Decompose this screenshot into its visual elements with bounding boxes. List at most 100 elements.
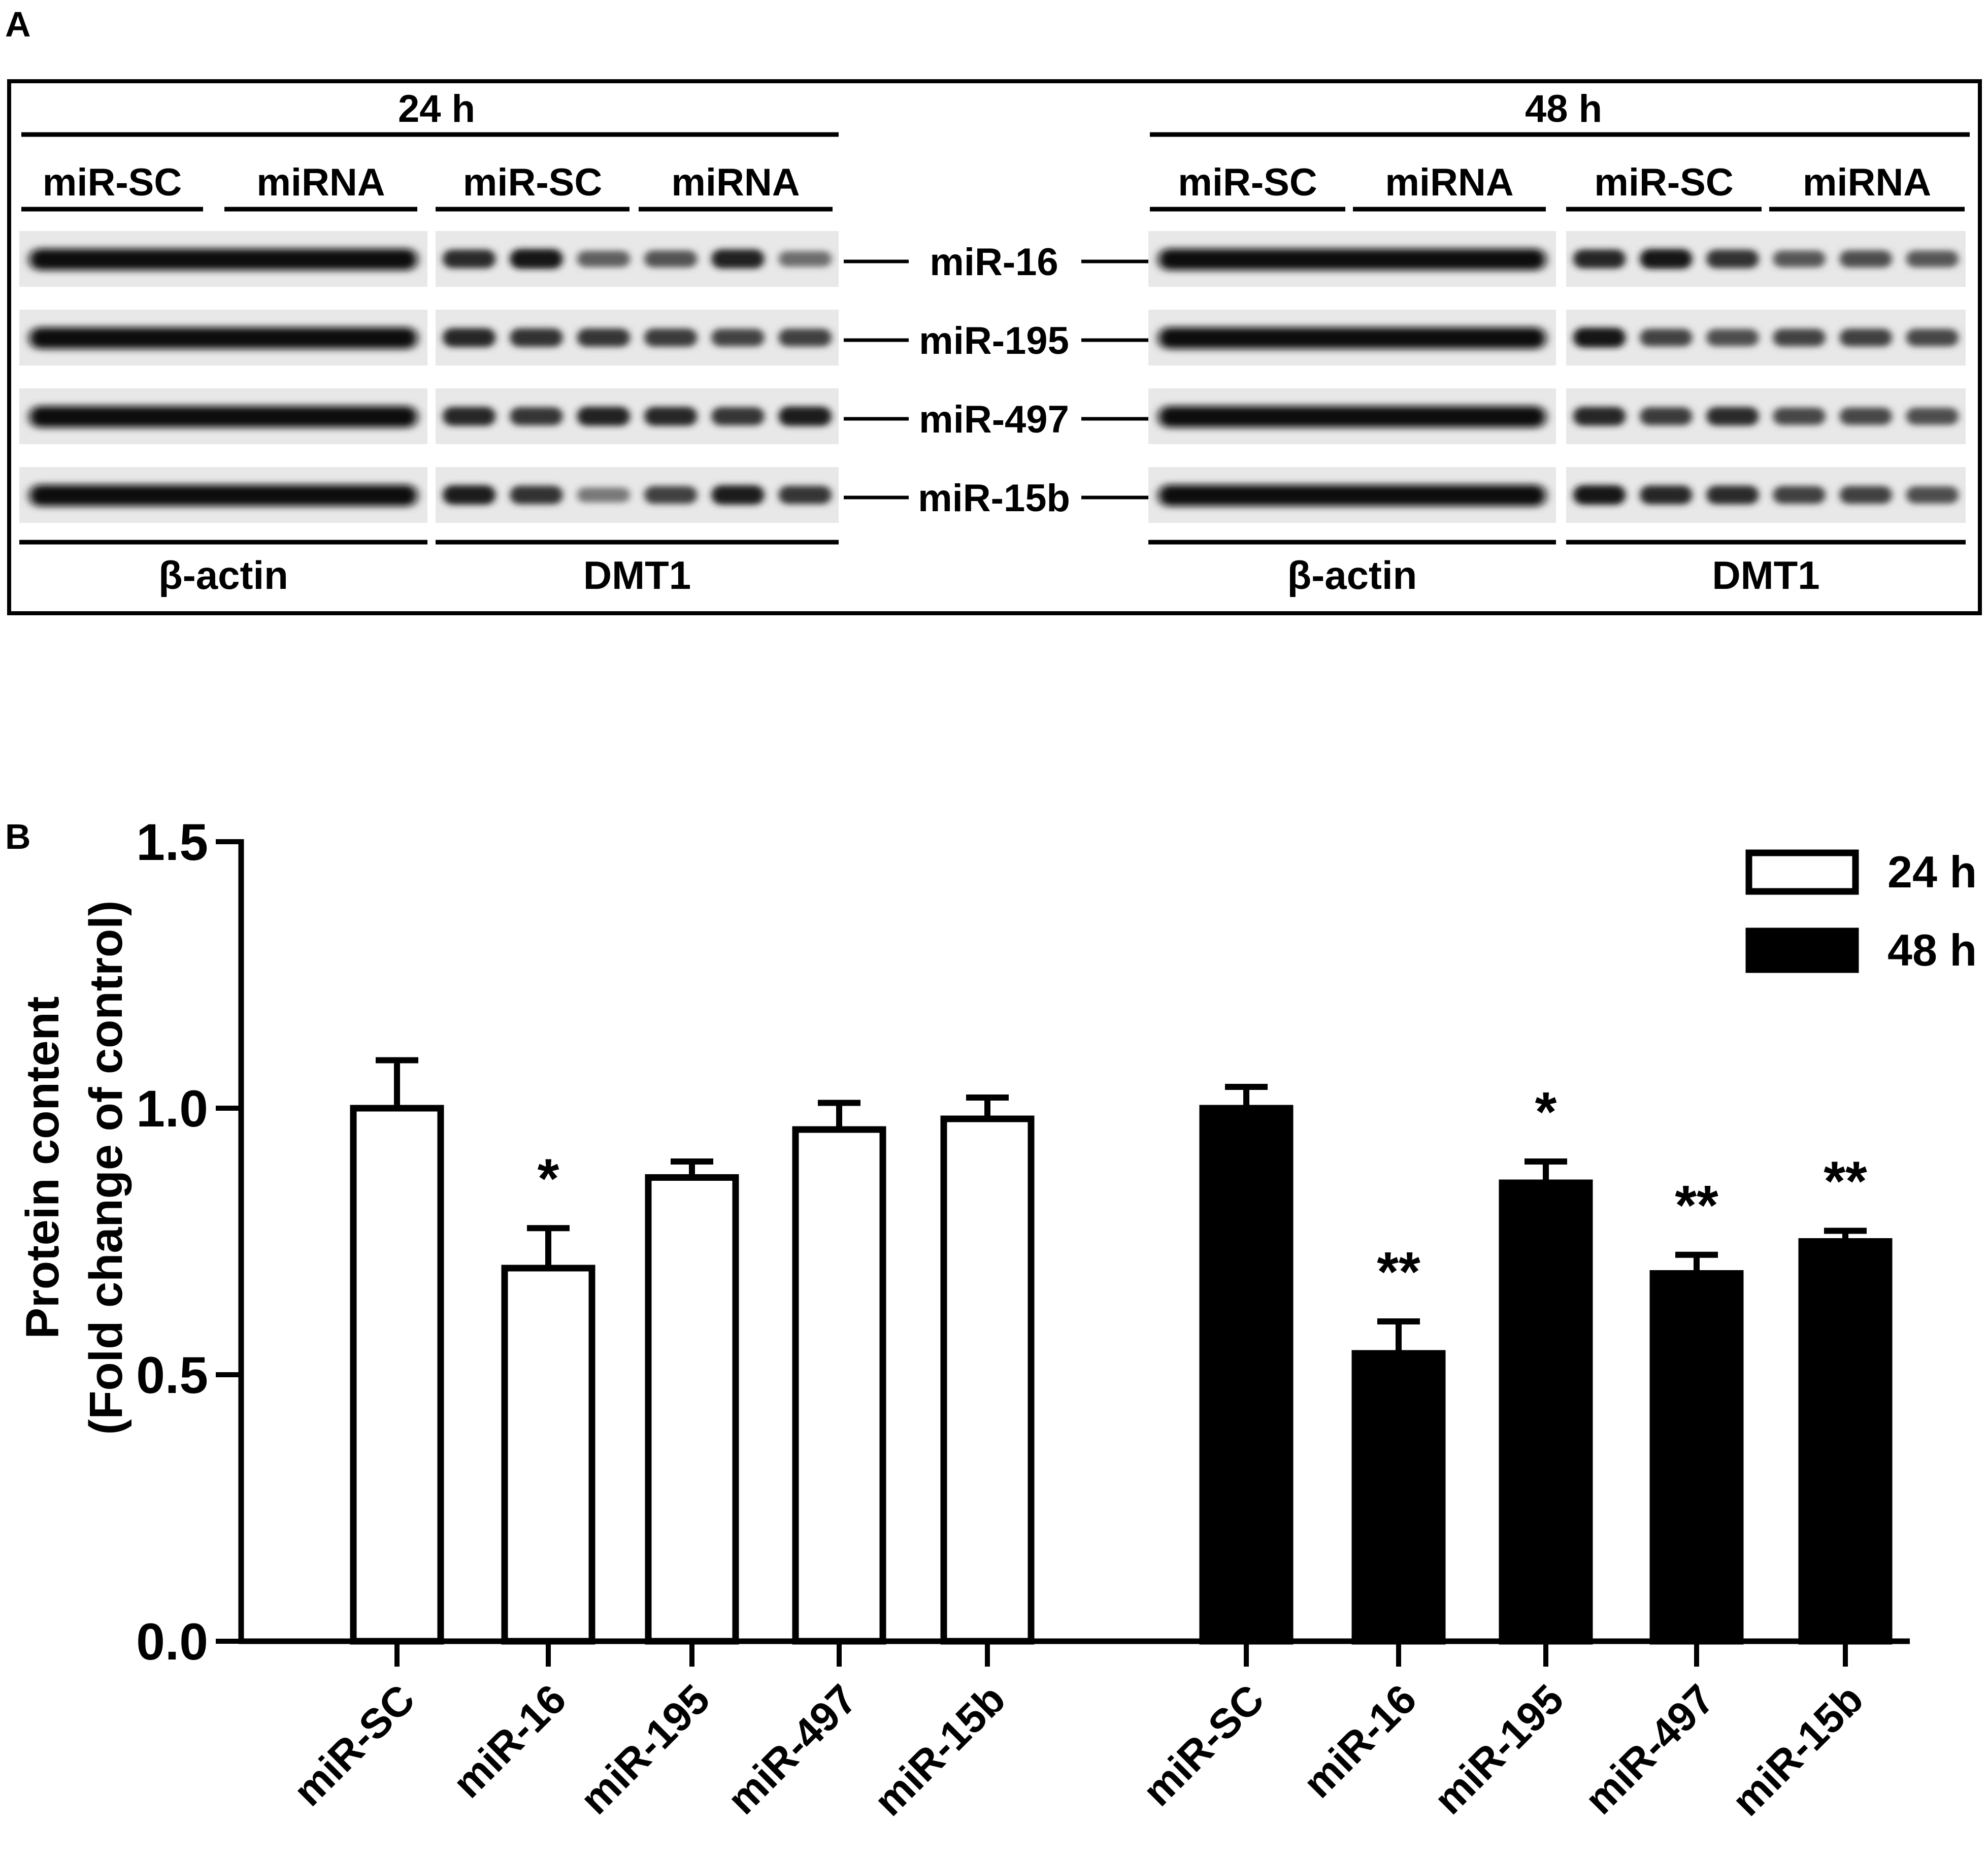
blot-band xyxy=(778,485,832,505)
group-labels: miR-SC miRNA miR-SC miRNA miR-SC miRNA miR-SC m… xyxy=(21,161,1965,212)
blot-band xyxy=(644,250,698,268)
x-tick-label: miR-195 xyxy=(1426,1676,1573,1823)
blot-band xyxy=(443,485,496,505)
blot-band xyxy=(1839,250,1892,268)
blot-band xyxy=(711,328,765,347)
blot-protein-label: β-actin xyxy=(1287,553,1417,598)
blot-band xyxy=(644,407,698,426)
legend-label: 24 h xyxy=(1887,847,1977,897)
blot-band xyxy=(711,485,765,505)
blot-row-label: miR-195 xyxy=(919,319,1069,362)
bar xyxy=(1499,1179,1593,1645)
blot-band xyxy=(778,251,832,267)
blot-band xyxy=(1640,485,1693,505)
group-label: miRNA xyxy=(256,161,385,204)
group-label: miRNA xyxy=(1385,161,1513,204)
significance-marker: * xyxy=(538,1147,559,1210)
bar xyxy=(1798,1238,1893,1645)
blot-protein-label: DMT1 xyxy=(1712,553,1819,598)
x-tick-label: miR-SC xyxy=(1134,1676,1273,1815)
blot-band xyxy=(29,485,417,506)
legend-swatch xyxy=(1745,849,1859,895)
blot-band xyxy=(1573,249,1626,269)
blot-band xyxy=(778,406,832,426)
y-axis-label-secondary: (Fold change of control) xyxy=(80,901,132,1435)
time-label-24h: 24 h xyxy=(398,87,475,130)
panel-b-letter: B xyxy=(5,817,31,856)
blot-strip xyxy=(436,231,839,287)
bars: ****** ** xyxy=(350,1057,1893,1645)
x-tick-label: miR-497 xyxy=(1576,1676,1724,1823)
blot-band xyxy=(443,328,496,347)
blot-band xyxy=(1706,249,1759,269)
blot-strip xyxy=(436,310,839,366)
blot-band xyxy=(1158,406,1546,427)
significance-marker: ** xyxy=(1824,1150,1867,1213)
blot-band xyxy=(1640,249,1693,269)
blot-band xyxy=(1573,485,1626,505)
y-axis-label: Protein content xyxy=(17,997,69,1339)
blot-band xyxy=(1906,408,1959,425)
blot-band xyxy=(1573,407,1626,426)
blot-band xyxy=(1906,250,1959,268)
x-tick-label: miR-SC xyxy=(285,1676,424,1815)
blot-band xyxy=(1773,328,1826,347)
blot-band xyxy=(510,249,563,269)
group-label: miRNA xyxy=(1803,161,1931,204)
blot-band xyxy=(1158,485,1546,506)
blot-band xyxy=(1906,486,1959,504)
bar xyxy=(1351,1350,1446,1645)
x-tick-label: miR-16 xyxy=(1295,1676,1426,1807)
y-tick-label: 0.0 xyxy=(136,1613,208,1671)
blot-band xyxy=(1706,407,1759,426)
blot-band xyxy=(1640,328,1693,347)
bar xyxy=(645,1174,739,1645)
blot-band xyxy=(29,249,417,270)
blot-band xyxy=(711,249,765,269)
significance-marker: * xyxy=(1535,1081,1557,1143)
bar xyxy=(940,1115,1035,1645)
legend-label: 48 h xyxy=(1887,925,1977,975)
blot-band xyxy=(1158,327,1546,349)
bar xyxy=(792,1126,886,1645)
group-label: miR-SC xyxy=(43,161,182,204)
blot-band xyxy=(1773,486,1826,504)
blot-band xyxy=(443,249,496,269)
blot-band xyxy=(1773,407,1826,425)
blot-band xyxy=(1839,407,1892,425)
blot-band xyxy=(1706,329,1759,346)
significance-marker: ** xyxy=(1675,1174,1718,1237)
bar xyxy=(1199,1105,1294,1645)
blot-band xyxy=(577,407,630,426)
blot-band xyxy=(644,328,698,347)
bar xyxy=(350,1105,444,1645)
blot-band xyxy=(1839,328,1892,347)
blot-protein-label: DMT1 xyxy=(583,553,691,598)
y-tick-label: 1.5 xyxy=(136,813,208,871)
time-label-48h: 48 h xyxy=(1525,87,1602,130)
blot-band xyxy=(510,485,563,505)
blot-band xyxy=(1573,327,1626,348)
blot-strip xyxy=(1566,310,1966,366)
group-label: miRNA xyxy=(671,161,800,204)
blot-strip xyxy=(436,467,839,523)
blot-band xyxy=(443,407,496,426)
bar xyxy=(1649,1270,1744,1645)
blot-row-label: miR-15b xyxy=(918,477,1070,520)
blot-band xyxy=(510,328,563,347)
blot-band xyxy=(1640,407,1693,425)
bar xyxy=(501,1265,595,1645)
x-tick-label: miR-195 xyxy=(572,1676,719,1823)
y-tick-label: 0.5 xyxy=(136,1346,208,1404)
blot-row-label: miR-497 xyxy=(919,398,1069,441)
group-label: miR-SC xyxy=(1178,161,1317,204)
blot-band xyxy=(29,406,417,427)
blot-bottom-labels: β-actin DMT1 β-actin DMT1 xyxy=(19,540,1966,598)
blot-band xyxy=(1906,328,1959,347)
x-tick-label: miR-16 xyxy=(444,1676,575,1807)
blot-band xyxy=(577,251,630,267)
y-axis: 0.0 0.5 1.0 1.5 xyxy=(136,813,244,1671)
significance-marker: ** xyxy=(1377,1241,1420,1303)
blot-rows: miR-16 miR-195 miR-497 miR-15b xyxy=(19,231,1966,523)
